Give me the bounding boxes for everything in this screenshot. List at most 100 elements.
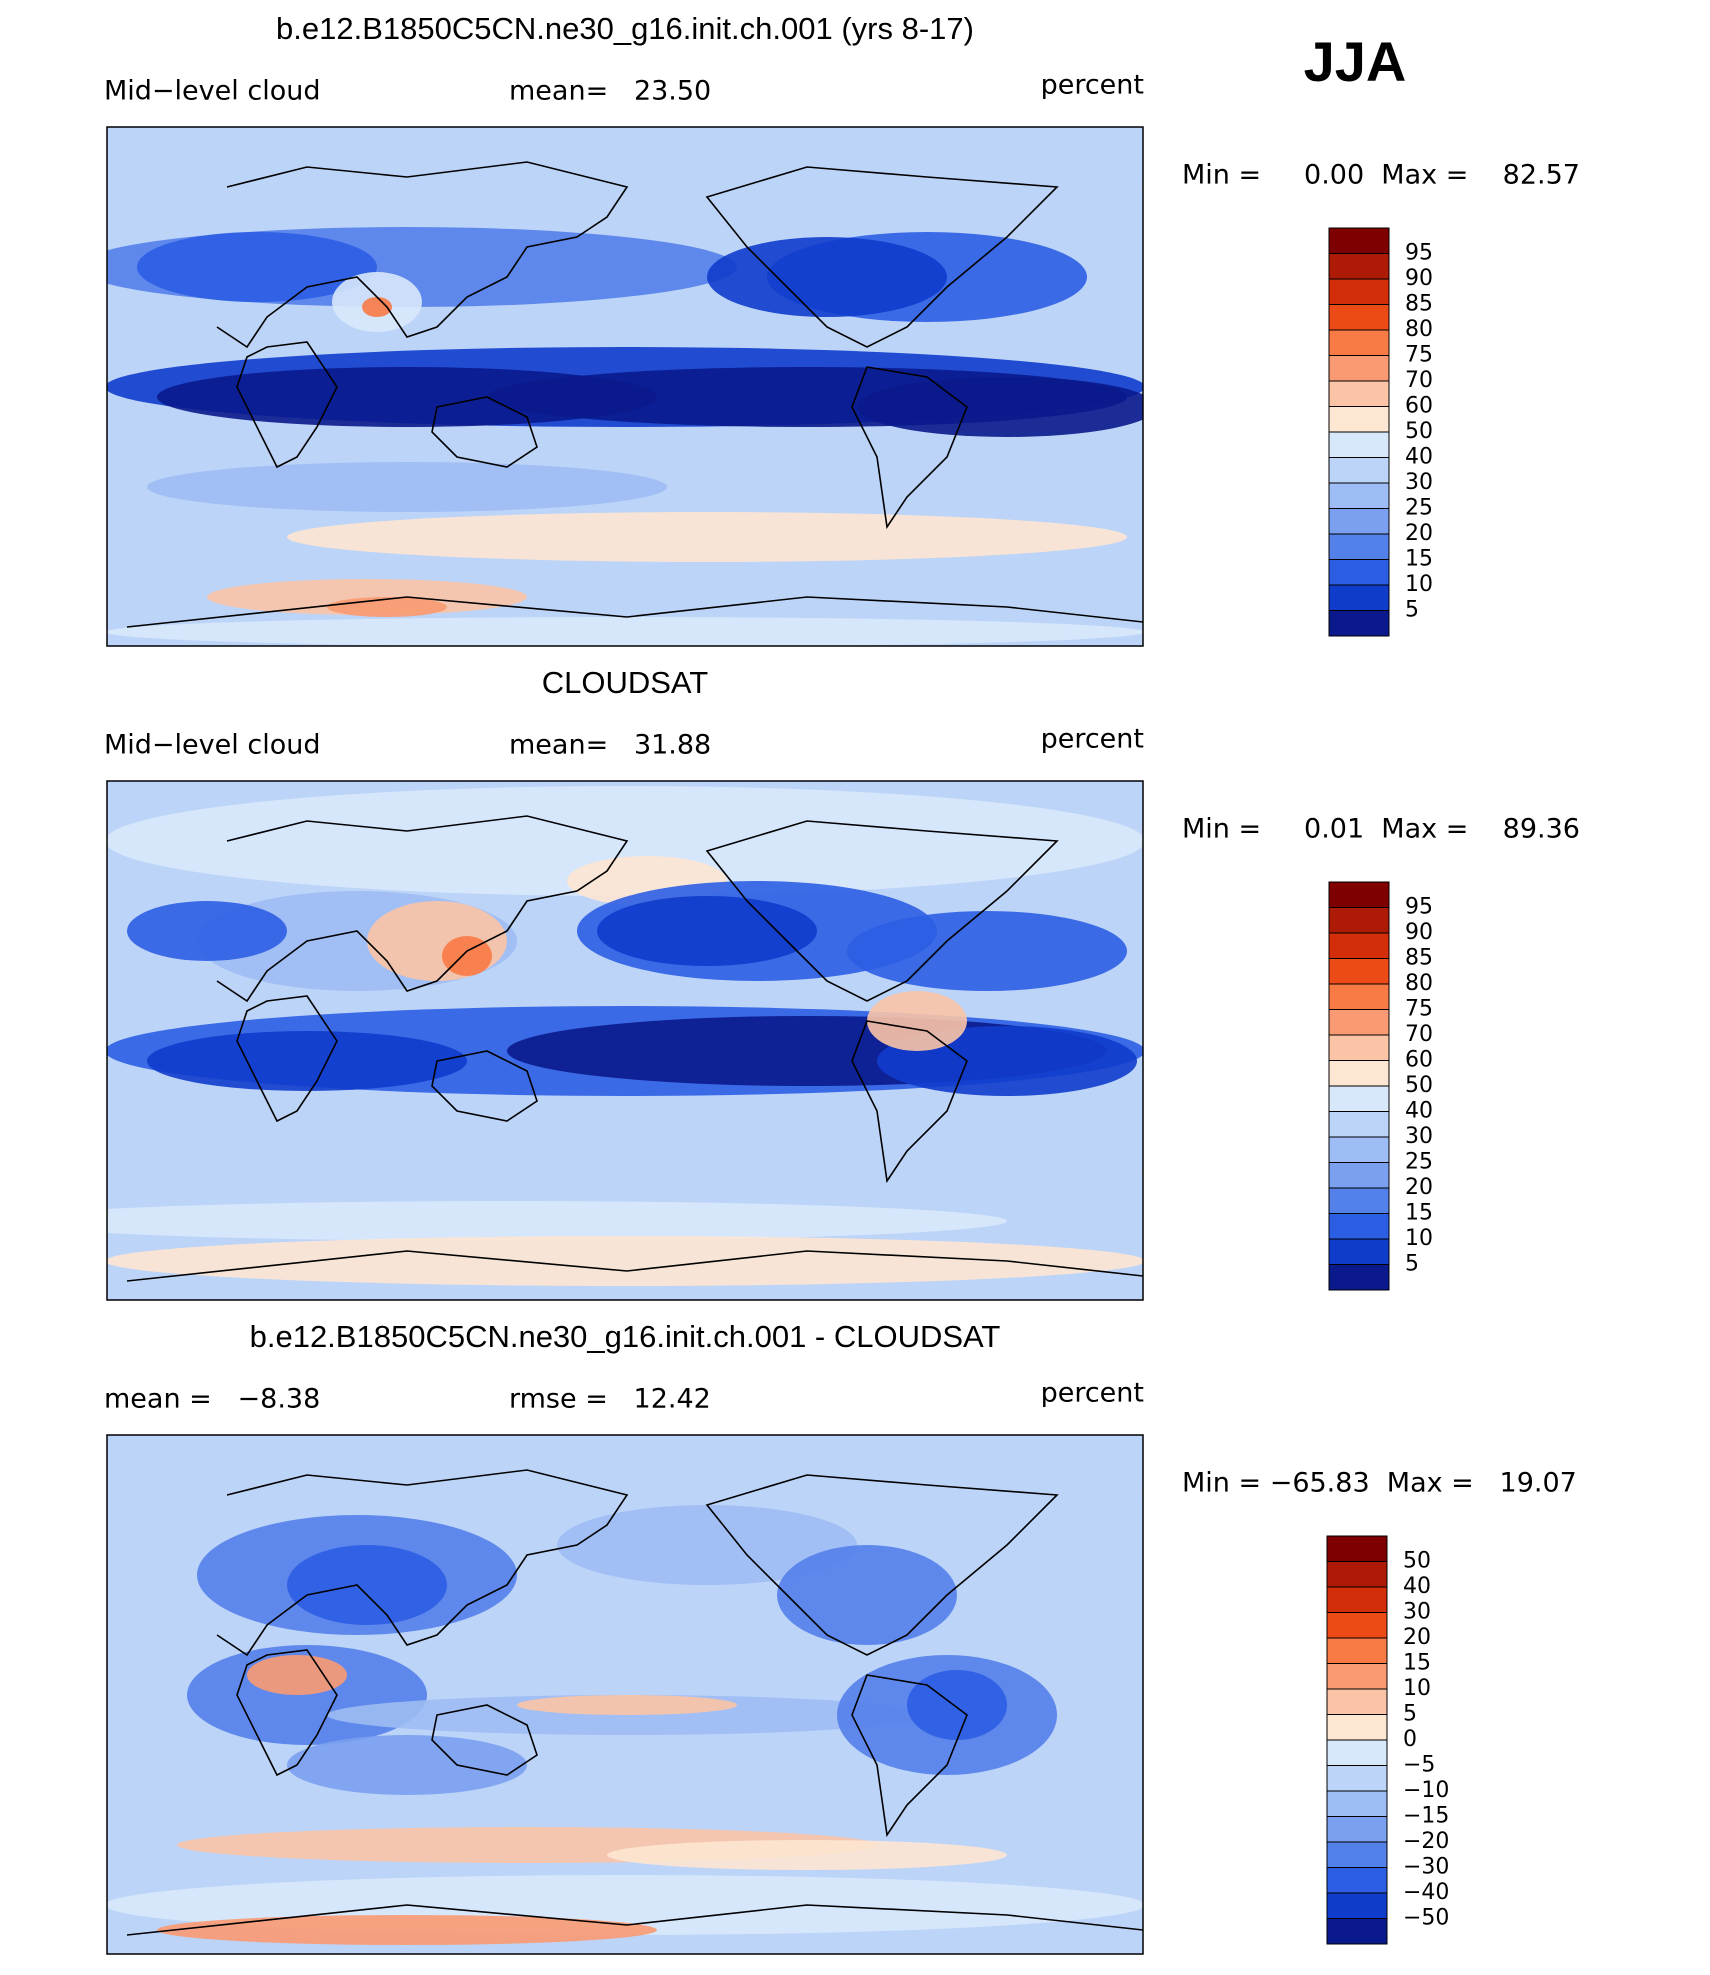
coastline	[216, 815, 629, 1003]
coastline	[705, 820, 1059, 1002]
colorbar-label: 80	[1405, 317, 1433, 342]
colorbar-box	[1328, 380, 1390, 407]
colorbar-label: 20	[1405, 521, 1433, 546]
colorbar-label: 0	[1403, 1727, 1417, 1752]
min-max: Min = 0.01 Max = 89.36	[1182, 814, 1580, 845]
center-label: mean= 31.88	[509, 730, 711, 761]
colorbar-label: −20	[1403, 1829, 1449, 1854]
field-contour	[147, 462, 667, 512]
colorbar-label: 50	[1405, 1073, 1433, 1098]
field-contour	[147, 1031, 467, 1091]
colorbar-box	[1326, 1841, 1388, 1868]
colorbar-label: 10	[1405, 572, 1433, 597]
coastline	[851, 366, 968, 530]
colorbar-box	[1328, 1111, 1390, 1138]
colorbar-box	[1328, 1085, 1390, 1112]
colorbar-box	[1326, 1765, 1388, 1792]
coastline	[236, 995, 338, 1123]
colorbar-box	[1328, 304, 1390, 331]
map-field	[107, 781, 1143, 1300]
coastline	[216, 161, 629, 349]
colorbar-box	[1326, 1918, 1388, 1945]
field-contour	[777, 1545, 957, 1645]
colorbar-box	[1328, 1034, 1390, 1061]
colorbar-box	[1328, 1238, 1390, 1265]
colorbar-label: 25	[1405, 496, 1433, 521]
colorbar-box	[1328, 1009, 1390, 1036]
field-contour	[107, 1236, 1143, 1286]
center-label: mean= 23.50	[509, 76, 711, 107]
colorbar-box	[1326, 1663, 1388, 1690]
colorbar-label: 70	[1405, 1022, 1433, 1047]
colorbar-box	[1328, 431, 1390, 458]
colorbar-label: 60	[1405, 394, 1433, 419]
field-contour	[107, 617, 1143, 646]
colorbar-box	[1328, 1213, 1390, 1240]
colorbar-label: 25	[1405, 1150, 1433, 1175]
colorbar-box	[1326, 1561, 1388, 1588]
colorbar-label: −15	[1403, 1804, 1449, 1829]
coastline	[126, 1904, 1143, 1936]
colorbar-box	[1326, 1739, 1388, 1766]
colorbar-label: 70	[1405, 368, 1433, 393]
colorbar-box	[1328, 457, 1390, 484]
colorbar-label: 75	[1405, 343, 1433, 368]
coastline	[431, 1704, 538, 1776]
colorbar-box	[1326, 1612, 1388, 1639]
field-contour	[557, 1505, 857, 1585]
field-contour	[707, 237, 947, 317]
field-contour	[107, 1201, 1007, 1241]
panel: b.e12.B1850C5CN.ne30_g16.init.ch.001 (yr…	[104, 11, 1580, 647]
field-contour	[157, 367, 657, 427]
left-label: Mid−level cloud	[104, 76, 320, 107]
colorbar-label: 40	[1405, 1099, 1433, 1124]
coastline	[431, 396, 538, 468]
field-contour	[442, 936, 492, 976]
coastline	[431, 1050, 538, 1122]
colorbar-label: 40	[1403, 1574, 1431, 1599]
field-contour	[867, 991, 967, 1051]
colorbar-box	[1328, 1162, 1390, 1189]
coastline	[851, 1674, 968, 1838]
field-contour	[287, 1735, 527, 1795]
field-contour	[107, 1141, 1143, 1201]
colorbar-box	[1328, 1264, 1390, 1291]
center-label: rmse = 12.42	[509, 1384, 711, 1415]
colorbar-box	[1326, 1790, 1388, 1817]
coastline	[126, 1250, 1143, 1282]
colorbar-box	[1328, 1060, 1390, 1087]
colorbar-label: 40	[1405, 445, 1433, 470]
colorbar-box	[1326, 1688, 1388, 1715]
field-contour	[247, 1655, 347, 1695]
colorbar-label: 10	[1405, 1226, 1433, 1251]
colorbar-box	[1328, 482, 1390, 509]
coastline	[236, 1649, 338, 1777]
map-field	[107, 127, 1143, 646]
colorbar-label: 90	[1405, 920, 1433, 945]
colorbar-box	[1328, 508, 1390, 535]
units-label: percent	[1041, 1378, 1144, 1409]
colorbar-box	[1328, 559, 1390, 586]
colorbar-box	[1326, 1586, 1388, 1613]
panel-title: CLOUDSAT	[542, 665, 709, 700]
colorbar-label: 90	[1405, 266, 1433, 291]
colorbar-box	[1328, 610, 1390, 637]
coastline	[851, 1020, 968, 1184]
colorbar-box	[1328, 329, 1390, 356]
colorbar-box	[1326, 1892, 1388, 1919]
field-contour	[517, 1695, 737, 1715]
field-contour	[597, 896, 817, 966]
coastline	[236, 341, 338, 469]
left-label: mean = −8.38	[104, 1384, 320, 1415]
colorbar-box	[1328, 355, 1390, 382]
colorbar-label: 5	[1405, 598, 1419, 623]
field-contour	[857, 377, 1143, 437]
colorbar-label: 30	[1403, 1600, 1431, 1625]
field-contour	[362, 297, 392, 317]
colorbar-label: 30	[1405, 470, 1433, 495]
colorbar-box	[1328, 881, 1390, 908]
units-label: percent	[1041, 70, 1144, 101]
colorbar-label: 50	[1403, 1549, 1431, 1574]
field-contour	[207, 579, 527, 615]
